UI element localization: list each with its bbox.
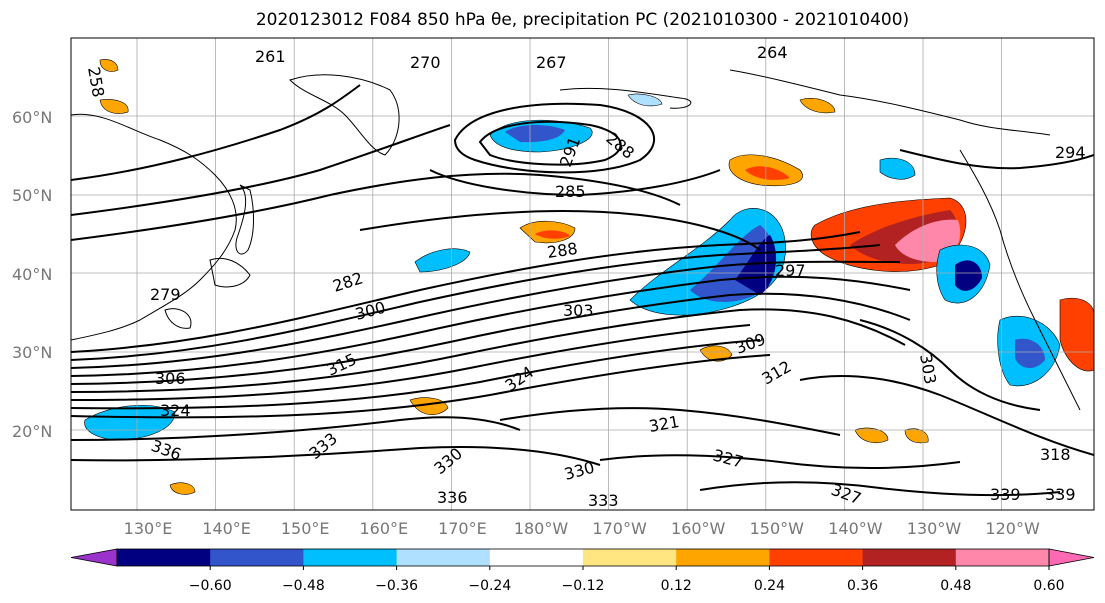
contour-label: 333 — [588, 491, 619, 510]
lat-label: 20°N — [12, 422, 52, 441]
lon-label: 170°W — [592, 519, 647, 538]
contour-label: 279 — [150, 285, 181, 304]
colorbar-tick-label: 0.36 — [847, 578, 878, 594]
colorbar-bin — [489, 549, 584, 566]
contour-label: 306 — [155, 369, 186, 388]
lon-label: 160°E — [359, 519, 408, 538]
map-area: 258 261 264 267 270 279 282 285 288 291 … — [71, 38, 1094, 510]
lat-label: 30°N — [12, 343, 52, 362]
colorbar-bin — [955, 549, 1050, 566]
colorbar-bin — [303, 549, 398, 566]
colorbar-bin — [210, 549, 304, 566]
lon-label: 130°E — [124, 519, 173, 538]
lon-label: 150°W — [750, 519, 805, 538]
theta-e-contours — [71, 84, 1094, 497]
colorbar-bin — [769, 549, 864, 566]
colorbar-tick-label: 0.48 — [940, 578, 971, 594]
colorbar-extend-low — [70, 548, 118, 567]
colorbar-bin — [583, 549, 677, 566]
contour-label: 288 — [546, 239, 579, 262]
lon-label: 120°W — [985, 519, 1040, 538]
map-title: 2020123012 F084 850 hPa θe, precipitatio… — [255, 10, 910, 30]
colorbar-bin — [396, 549, 491, 566]
colorbar-tick-label: −0.12 — [562, 578, 605, 594]
lat-label: 60°N — [12, 108, 52, 127]
lon-label: 150°E — [281, 519, 330, 538]
colorbar: −0.60 −0.48 −0.36 −0.24 −0.12 0.12 0.24 0.36 0.4… — [70, 548, 1095, 594]
coastlines — [71, 69, 1081, 411]
contour-label: 303 — [563, 301, 594, 320]
contour-label: 318 — [1040, 445, 1071, 464]
colorbar-tick-label: −0.36 — [375, 578, 418, 594]
lon-label: 180°W — [514, 519, 569, 538]
longitude-labels: 130°E 140°E 150°E 160°E 170°E 180°W 170°W 160°W… — [124, 519, 1040, 538]
contour-label: 339 — [1045, 485, 1076, 504]
colorbar-extend-high — [1048, 548, 1095, 567]
lon-label: 130°W — [907, 519, 962, 538]
lon-label: 140°W — [828, 519, 883, 538]
lon-label: 160°W — [671, 519, 726, 538]
colorbar-tick-label: 0.12 — [661, 578, 692, 594]
contour-label: 264 — [757, 43, 788, 62]
map-frame — [70, 37, 1095, 511]
colorbar-tick-label: −0.24 — [468, 578, 511, 594]
contour-label: 294 — [1055, 143, 1086, 162]
lon-label: 140°E — [202, 519, 251, 538]
contour-label: 285 — [555, 182, 586, 201]
lon-label: 170°E — [438, 519, 487, 538]
latitude-labels: 60°N 50°N 40°N 30°N 20°N — [12, 108, 52, 441]
colorbar-tick-label: 0.24 — [754, 578, 785, 594]
lat-label: 40°N — [12, 265, 52, 284]
lat-label: 50°N — [12, 186, 52, 205]
colorbar-bin — [117, 549, 211, 566]
contour-label: 267 — [536, 53, 567, 72]
colorbar-bin — [676, 549, 770, 566]
contour-label: 324 — [160, 401, 191, 420]
contour-label: 336 — [437, 488, 468, 507]
contour-label: 339 — [990, 485, 1021, 504]
contour-label: 270 — [410, 53, 441, 72]
colorbar-tick-label: 0.60 — [1033, 578, 1064, 594]
contour-label: 261 — [255, 47, 286, 66]
colorbar-tick-label: −0.48 — [282, 578, 325, 594]
contour-label: 297 — [775, 261, 806, 280]
colorbar-bin — [862, 549, 957, 566]
colorbar-tick-label: −0.60 — [189, 578, 232, 594]
